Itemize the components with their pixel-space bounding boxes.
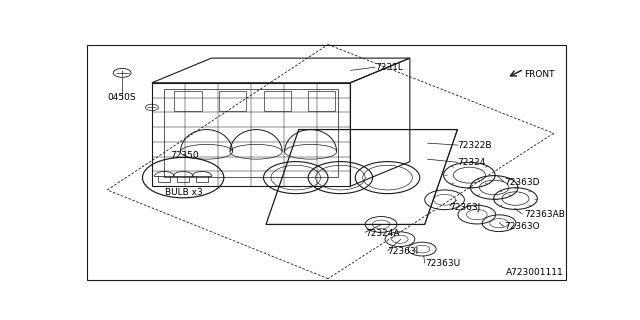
- Text: 72324A: 72324A: [365, 228, 400, 237]
- Text: BULB x3: BULB x3: [165, 188, 203, 197]
- Bar: [264, 92, 291, 111]
- Text: 0450S: 0450S: [108, 93, 136, 102]
- Text: 72363D: 72363D: [504, 178, 540, 187]
- Text: FRONT: FRONT: [524, 70, 554, 79]
- Text: 72350: 72350: [170, 151, 198, 160]
- Text: 7231L: 7231L: [375, 63, 403, 72]
- Bar: [308, 92, 335, 111]
- Text: 72363O: 72363O: [504, 222, 540, 231]
- Text: A723001111: A723001111: [506, 268, 564, 277]
- Text: 72363U: 72363U: [425, 259, 460, 268]
- Text: 72322B: 72322B: [457, 141, 492, 150]
- Text: 72363AB: 72363AB: [524, 210, 564, 219]
- Text: 72324: 72324: [457, 158, 485, 167]
- Text: 72363J: 72363J: [449, 203, 481, 212]
- Bar: [174, 92, 202, 111]
- Bar: [219, 92, 246, 111]
- Text: 72363I: 72363I: [388, 247, 419, 256]
